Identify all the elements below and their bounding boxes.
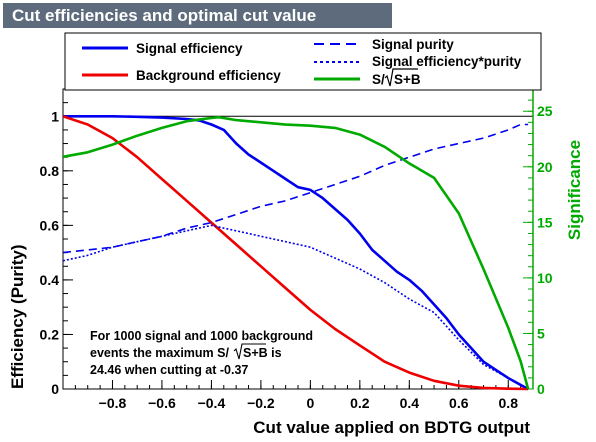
series-background-efficiency (62, 115, 529, 391)
legend-sqrt-sign (384, 68, 418, 87)
legend: Signal efficiency Background efficiency … (64, 32, 542, 91)
y-tick-label: 0.4 (40, 272, 60, 288)
legend-signal-eff-purity-label: Signal efficiency*purity (372, 54, 522, 69)
y-tick-label: 0.8 (40, 163, 60, 179)
legend-significance-prefix: S/ (372, 72, 385, 87)
annotation-line-1: For 1000 signal and 1000 background (90, 329, 313, 343)
y2-tick-label: 15 (537, 214, 553, 230)
optimal-cut-annotation: For 1000 signal and 1000 background even… (90, 329, 313, 377)
series-signal-efficiency-purity (62, 224, 529, 390)
annotation-line-3: 24.46 when cutting at -0.37 (90, 363, 248, 377)
series-s-s-b (62, 115, 530, 390)
x-tick-label: −0.8 (99, 395, 127, 411)
axes-ticks: −0.8 −0.6 −0.4 −0.2 0 0.2 0.4 0.6 0.8 0 0.2 0.4 0.6 0… (40, 88, 553, 411)
annotation-line-2: events the maximum S/ (90, 346, 229, 360)
annotation-line-2-rest: S+B is (243, 346, 282, 360)
x-tick-label: 0.2 (350, 395, 370, 411)
y2-tick-label: 5 (537, 325, 545, 341)
x-tick-label: 0.4 (400, 395, 420, 411)
x-axis-label: Cut value applied on BDTG output (253, 418, 530, 437)
y-tick-label: 0.6 (40, 217, 60, 233)
legend-box (64, 32, 542, 91)
legend-background-efficiency-label: Background efficiency (136, 68, 281, 83)
y2-tick-label: 20 (537, 159, 553, 175)
legend-signal-efficiency-label: Signal efficiency (136, 41, 243, 56)
y-tick-label: 0.2 (40, 326, 60, 342)
series-layer (62, 115, 530, 391)
chart-title: Cut efficiencies and optimal cut value (3, 3, 392, 28)
y-axis-label: Efficiency (Purity) (8, 244, 27, 389)
x-tick-label: −0.6 (148, 395, 176, 411)
y-tick-label: 0 (51, 381, 59, 397)
legend-significance-body: S+B (394, 72, 421, 87)
x-tick-label: 0.8 (499, 395, 519, 411)
x-tick-label: −0.2 (247, 395, 275, 411)
y2-tick-label: 10 (537, 270, 553, 286)
annotation-line-2-prefix: events the maximum S/ (90, 346, 229, 360)
y2-tick-label: 25 (537, 103, 553, 119)
annotation-sqrt-sign (233, 343, 266, 360)
annotation-sqrt-body: S+B (243, 346, 268, 360)
y2-tick-label: 0 (537, 381, 545, 397)
annotation-line-2-suffix: is (268, 346, 282, 360)
y2-axis-label: Significance (565, 140, 584, 240)
series-signal-purity (62, 123, 529, 254)
legend-significance-label: S/ S+B (372, 68, 421, 87)
x-tick-label: 0.6 (449, 395, 469, 411)
legend-signal-purity-label: Signal purity (372, 37, 454, 52)
x-tick-label: −0.4 (198, 395, 226, 411)
x-tick-label: 0 (306, 395, 314, 411)
y-tick-label: 1 (51, 108, 59, 124)
